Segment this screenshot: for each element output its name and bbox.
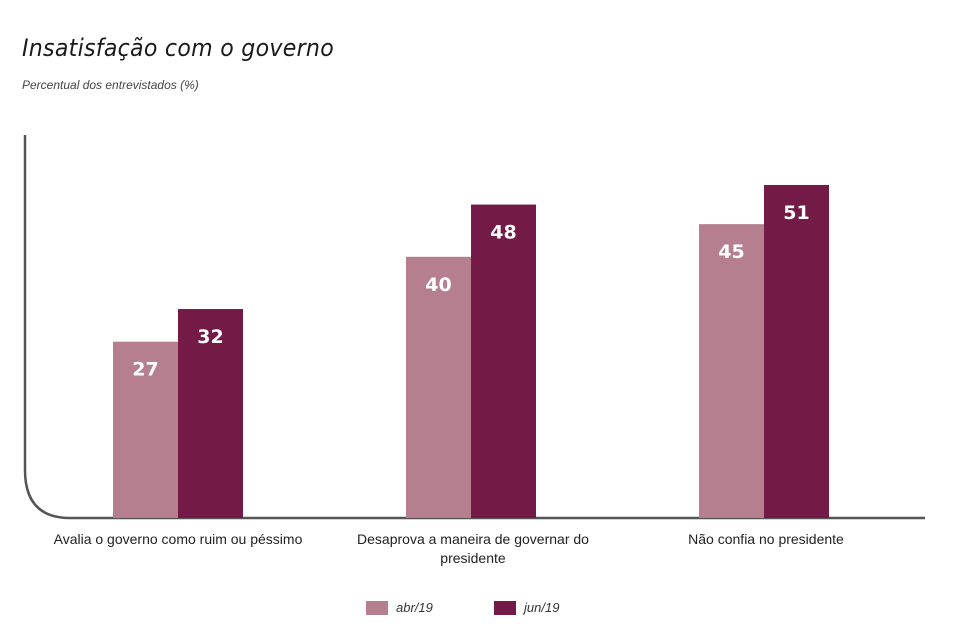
legend-swatch-0 bbox=[366, 600, 388, 615]
category-label-2: Não confia no presidente bbox=[688, 531, 844, 547]
category-label-0: Avalia o governo como ruim ou péssimo bbox=[53, 531, 303, 547]
bar-label-2-1: 51 bbox=[783, 202, 809, 224]
bar-0-0 bbox=[113, 341, 178, 518]
legend-item-0: abr/19 bbox=[366, 600, 433, 615]
bar-2-0 bbox=[699, 224, 764, 518]
chart-title: Insatisfação com o governo bbox=[22, 34, 334, 62]
axis-line bbox=[23, 135, 925, 520]
bar-1-0 bbox=[406, 256, 471, 518]
legend-label-1: jun/19 bbox=[524, 600, 560, 615]
bar-label-0-0: 27 bbox=[132, 359, 158, 381]
chart-subtitle: Percentual dos entrevistados (%) bbox=[22, 78, 199, 92]
bar-label-0-1: 32 bbox=[197, 326, 223, 348]
legend-label-0: abr/19 bbox=[396, 600, 433, 615]
bar-1-1 bbox=[471, 204, 536, 518]
category-label-1: Desaprova a maneira de governar do presi… bbox=[357, 531, 589, 566]
bar-label-1-0: 40 bbox=[425, 274, 451, 296]
bar-label-1-1: 48 bbox=[490, 222, 516, 244]
bar-label-2-0: 45 bbox=[718, 241, 744, 263]
bar-0-1 bbox=[178, 309, 243, 518]
legend-swatch-1 bbox=[494, 600, 516, 615]
legend-item-1: jun/19 bbox=[494, 600, 559, 615]
bar-2-1 bbox=[764, 184, 829, 518]
